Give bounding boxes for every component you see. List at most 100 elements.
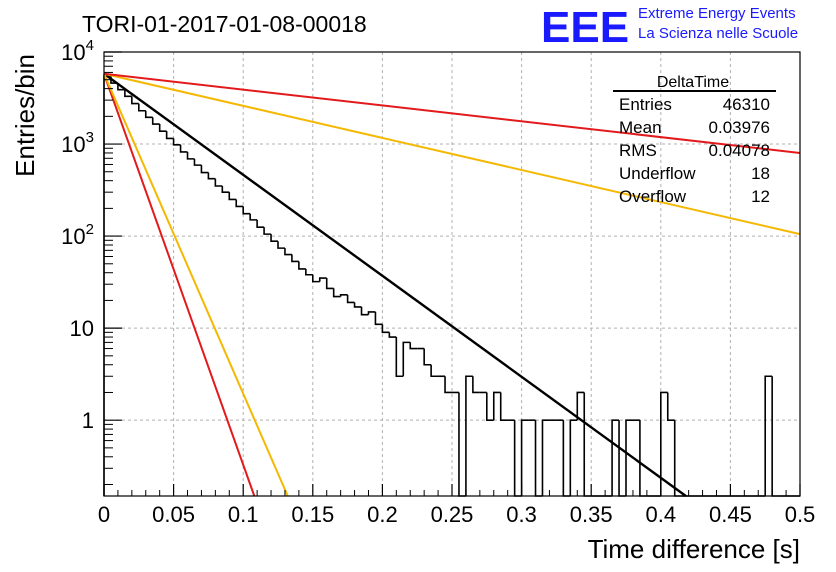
histogram-bin [611, 419, 620, 496]
stats-label: Entries [619, 95, 672, 114]
y-axis-title: Entries/bin [10, 54, 40, 177]
histogram-bin [228, 192, 237, 201]
stats-title: DeltaTime [657, 74, 729, 91]
x-axis-ticks: 0 0.05 0.1 0.15 0.2 0.25 0.3 0.35 0.4 0.45 0.5 [98, 484, 815, 527]
histogram-bin [666, 392, 675, 421]
histogram-bin [207, 172, 216, 180]
histogram-bin [256, 219, 265, 228]
histogram-bin [492, 391, 501, 421]
x-axis-title: Time difference [s] [588, 534, 800, 564]
fit-line-fit [103, 72, 687, 497]
histogram-bin [367, 311, 376, 315]
histogram-bin [625, 419, 633, 496]
stats-label: RMS [619, 141, 657, 160]
histogram-bin [332, 288, 341, 298]
stats-value: 12 [751, 187, 770, 206]
x-tick-label: 0.5 [785, 502, 816, 527]
histogram-bin [576, 391, 585, 421]
histogram-bin [360, 306, 369, 316]
histogram-bin [158, 124, 167, 132]
fit-line-red-shallow [103, 72, 801, 154]
histogram-bin [249, 213, 258, 221]
histogram-bin [318, 277, 327, 282]
x-tick-label: 0.2 [367, 502, 398, 527]
histogram-bin [353, 302, 362, 308]
histogram-bin [374, 311, 383, 326]
histogram-bin [395, 337, 404, 378]
x-tick-label: 0.35 [570, 502, 613, 527]
histogram-bin [165, 131, 174, 140]
histogram-bin [138, 103, 146, 112]
stats-label: Mean [619, 118, 662, 137]
y-tick-label: 10 [70, 316, 94, 341]
histogram-bin [499, 392, 508, 421]
stats-value: 0.04078 [709, 141, 770, 160]
stats-value: 0.03976 [709, 118, 770, 137]
logo-line1: Extreme Energy Events [638, 5, 796, 22]
histogram-bin [444, 376, 452, 394]
fit-lines [103, 72, 801, 497]
logo-mark: EEE [541, 3, 629, 52]
histogram-bin [388, 332, 397, 338]
histogram-bin [131, 96, 139, 105]
histogram-bin [339, 294, 348, 297]
y-tick-label: 102 [61, 221, 94, 249]
histogram-bin [200, 165, 209, 174]
chart-title: TORI-01-2017-01-08-00018 [82, 11, 367, 37]
histogram-bin [291, 254, 299, 263]
x-tick-label: 0.25 [431, 502, 474, 527]
logo-line2: La Scienza nelle Scuole [638, 25, 798, 42]
x-tick-label: 0.15 [291, 502, 334, 527]
y-tick-label: 103 [61, 129, 94, 157]
histogram-bin [144, 110, 153, 119]
x-tick-label: 0.3 [506, 502, 537, 527]
histogram-bin [284, 248, 292, 256]
x-tick-label: 0.05 [152, 502, 195, 527]
stats-value: 18 [751, 164, 770, 183]
histogram-bin [430, 364, 439, 378]
x-tick-label: 0 [98, 502, 110, 527]
stats-label: Underflow [619, 164, 696, 183]
histogram-bin [193, 158, 202, 166]
histogram-bin [263, 227, 272, 235]
histogram-bin [235, 199, 244, 208]
histogram-bin [346, 294, 355, 304]
stats-box: DeltaTime Entries 46310 Mean 0.03976 RMS 0.04… [613, 74, 776, 206]
histogram-bin [409, 342, 418, 350]
y-tick-label: 1 [82, 408, 94, 433]
histogram-bin [186, 151, 195, 160]
fit-line-orange-shallow [103, 72, 801, 236]
fit-line-red-steep [103, 73, 256, 497]
histogram-bin [151, 117, 160, 125]
histogram-bin [242, 206, 251, 215]
y-tick-label: 104 [61, 37, 94, 65]
histogram-bin [764, 375, 773, 496]
histogram-bin [423, 348, 432, 366]
histogram-bin [325, 278, 334, 290]
histogram-bin [402, 341, 411, 377]
histogram-bin [270, 234, 278, 242]
histogram-bin [305, 268, 313, 276]
stats-label: Overflow [619, 187, 687, 206]
histogram-bin [298, 261, 306, 270]
x-tick-label: 0.1 [228, 502, 259, 527]
histogram-bin [541, 419, 550, 496]
histogram-bin [486, 392, 494, 421]
histogram-bin [465, 375, 473, 496]
histogram-bin [172, 138, 181, 146]
y-axis-ticks: 1 10 102 103 104 [61, 37, 122, 486]
histogram-bin [214, 178, 223, 187]
fit-line-orange-steep [103, 73, 289, 497]
histogram-bin [660, 391, 668, 496]
stats-value: 46310 [723, 95, 770, 114]
histogram-bin [569, 419, 578, 496]
histogram-bin [312, 274, 320, 283]
histogram-bin [179, 144, 188, 153]
histogram-bin [277, 241, 285, 249]
stats-rows: Entries 46310 Mean 0.03976 RMS 0.04078 Underfl… [619, 95, 770, 206]
x-tick-label: 0.45 [709, 502, 752, 527]
histogram-bin [124, 89, 132, 98]
histogram-bin [221, 186, 230, 193]
